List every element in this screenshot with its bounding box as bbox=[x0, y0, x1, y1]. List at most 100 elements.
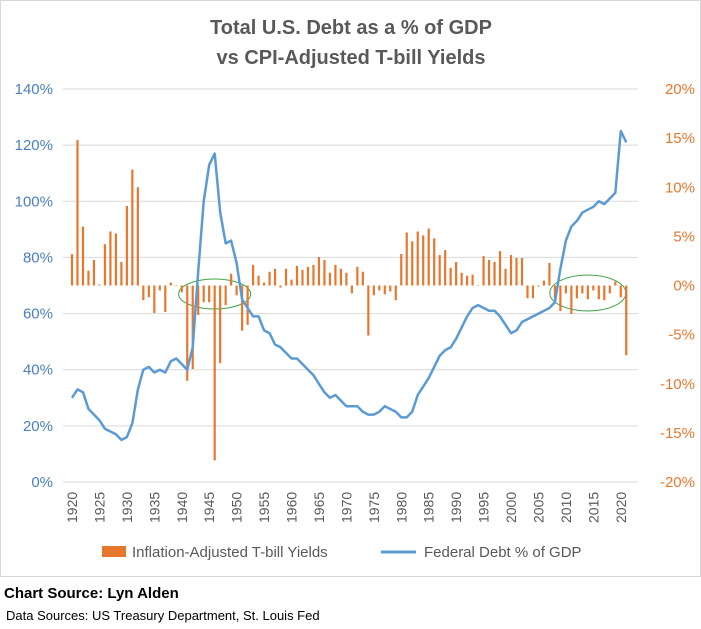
bar bbox=[487, 259, 491, 286]
bar bbox=[553, 285, 557, 299]
bar bbox=[542, 280, 546, 286]
bar bbox=[191, 285, 194, 370]
left-tick-label: 40% bbox=[23, 362, 53, 379]
bar bbox=[498, 251, 502, 286]
bar bbox=[114, 233, 118, 286]
right-axis: -20% -15% -10% -5% 0% 5% 10% 15% 20% bbox=[660, 81, 695, 491]
bar bbox=[356, 266, 359, 286]
bar bbox=[383, 285, 386, 295]
bar bbox=[131, 169, 134, 286]
bar bbox=[164, 285, 167, 313]
bar bbox=[120, 261, 123, 286]
bar bbox=[213, 285, 216, 461]
bar bbox=[175, 285, 178, 286]
x-axis: 1920 1925 1930 1935 1940 1945 1950 1955 1960 1965… bbox=[64, 492, 629, 523]
bar bbox=[559, 285, 562, 312]
bar bbox=[460, 272, 463, 286]
bar bbox=[317, 257, 321, 286]
chart-title-line-1: Total U.S. Debt as a % of GDP bbox=[210, 17, 492, 39]
bar bbox=[334, 264, 337, 286]
right-tick-label: -20% bbox=[660, 474, 695, 491]
right-tick-label: 20% bbox=[665, 81, 695, 98]
bar bbox=[509, 255, 513, 286]
bar bbox=[537, 285, 540, 287]
bar bbox=[471, 274, 474, 286]
bar bbox=[433, 238, 436, 286]
bar bbox=[367, 285, 370, 336]
bar bbox=[339, 268, 342, 286]
x-tick-label: 1960 bbox=[284, 492, 300, 523]
bar bbox=[427, 228, 430, 286]
left-axis: 0% 20% 40% 60% 80% 100% 120% 140% bbox=[15, 81, 53, 491]
x-tick-label: 1985 bbox=[421, 492, 437, 523]
bar bbox=[246, 285, 249, 325]
legend-bar-label: Inflation-Adjusted T-bill Yields bbox=[132, 544, 328, 561]
x-tick-label: 1930 bbox=[119, 492, 135, 523]
x-tick-label: 1975 bbox=[366, 492, 382, 523]
bar bbox=[202, 285, 205, 303]
bar bbox=[482, 256, 485, 286]
bar bbox=[350, 285, 353, 294]
bar bbox=[444, 250, 447, 286]
left-tick-label: 140% bbox=[15, 81, 53, 98]
line-series bbox=[70, 129, 628, 442]
bar bbox=[493, 261, 496, 286]
bar bbox=[109, 231, 112, 286]
x-tick-label: 1940 bbox=[174, 492, 190, 523]
bar bbox=[405, 232, 408, 286]
x-tick-label: 1920 bbox=[64, 492, 80, 523]
right-tick-label: -10% bbox=[660, 376, 695, 393]
bar bbox=[394, 285, 397, 301]
bar bbox=[98, 284, 101, 286]
x-tick-label: 1965 bbox=[311, 492, 327, 523]
legend-bar-swatch bbox=[102, 546, 126, 557]
x-tick-label: 1955 bbox=[256, 492, 272, 523]
legend-line-label: Federal Debt % of GDP bbox=[424, 544, 582, 561]
bar bbox=[400, 254, 403, 286]
bar bbox=[466, 275, 469, 286]
x-tick-label: 2005 bbox=[530, 492, 546, 523]
bar bbox=[411, 241, 414, 286]
bar bbox=[153, 285, 156, 314]
right-tick-label: -5% bbox=[668, 327, 695, 344]
bar bbox=[597, 285, 600, 300]
bar bbox=[345, 272, 348, 286]
bar bbox=[230, 273, 233, 286]
bar bbox=[81, 226, 85, 286]
bar bbox=[224, 285, 227, 306]
bar bbox=[312, 264, 315, 286]
bar bbox=[208, 285, 211, 303]
bar bbox=[279, 285, 282, 288]
x-tick-label: 1980 bbox=[393, 492, 409, 523]
chart-source: Chart Source: Lyn Alden bbox=[4, 585, 179, 602]
bar-series bbox=[70, 140, 628, 461]
data-sources: Data Sources: US Treasury Department, St… bbox=[6, 608, 320, 623]
bar bbox=[142, 285, 145, 301]
bar bbox=[570, 285, 573, 314]
bar bbox=[592, 285, 595, 291]
bar bbox=[389, 285, 392, 292]
bar bbox=[219, 285, 222, 364]
bar bbox=[76, 140, 79, 286]
bar bbox=[284, 268, 288, 286]
x-tick-label: 1925 bbox=[91, 492, 107, 523]
bar bbox=[235, 285, 238, 296]
bar bbox=[619, 285, 622, 298]
debt-line bbox=[70, 129, 628, 442]
bar bbox=[422, 235, 425, 286]
bar bbox=[328, 272, 332, 286]
bar bbox=[575, 285, 578, 299]
bar bbox=[608, 285, 611, 294]
bar bbox=[323, 259, 326, 286]
bar bbox=[197, 285, 200, 315]
x-tick-label: 2020 bbox=[613, 492, 629, 523]
bar bbox=[306, 266, 310, 286]
bar bbox=[92, 259, 96, 286]
bar bbox=[136, 187, 139, 286]
x-tick-label: 1970 bbox=[338, 492, 354, 523]
left-tick-label: 20% bbox=[23, 418, 53, 435]
x-tick-label: 1950 bbox=[229, 492, 245, 523]
bar bbox=[603, 285, 606, 301]
x-tick-label: 2000 bbox=[503, 492, 519, 523]
x-tick-label: 2015 bbox=[585, 492, 601, 523]
